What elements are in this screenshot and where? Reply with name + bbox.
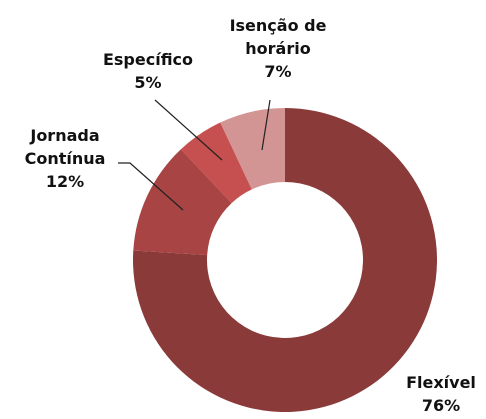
value-label: 12%: [45, 172, 85, 191]
category-name: Isenção de horário: [229, 16, 327, 58]
leader-line: [154, 99, 223, 161]
slice-label: Flexível 76%: [396, 371, 486, 417]
slice-label: Isenção de horário 7%: [218, 14, 338, 83]
leader-line: [261, 99, 271, 151]
category-name: Jornada Contínua: [24, 126, 106, 168]
category-name: Flexível: [406, 373, 476, 392]
donut-slice: [133, 108, 438, 412]
slice-label: Jornada Contínua 12%: [10, 124, 120, 193]
value-label: 76%: [421, 396, 461, 415]
donut-slice: [180, 122, 252, 204]
donut-slice: [133, 149, 232, 256]
slice-label: Específico 5%: [88, 48, 208, 94]
leader-line: [118, 162, 184, 211]
donut-slice: [220, 108, 285, 190]
category-name: Específico: [102, 50, 194, 69]
value-label: 5%: [134, 73, 162, 92]
value-label: 7%: [264, 62, 292, 81]
